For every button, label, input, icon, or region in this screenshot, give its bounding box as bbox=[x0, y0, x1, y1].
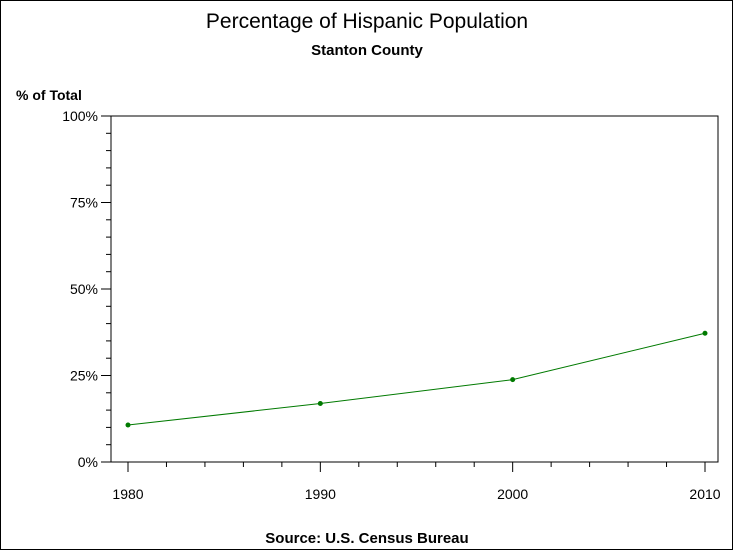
y-axis-label: % of Total bbox=[16, 87, 82, 103]
data-point bbox=[702, 330, 708, 336]
x-tick-label: 2000 bbox=[497, 486, 528, 502]
y-tick-label: 75% bbox=[70, 195, 98, 211]
x-tick-label: 2010 bbox=[689, 486, 720, 502]
series-layer bbox=[125, 330, 708, 428]
chart-title: Percentage of Hispanic Population bbox=[206, 10, 528, 33]
x-tick-label: 1980 bbox=[112, 486, 143, 502]
data-point bbox=[125, 422, 131, 428]
y-tick-label: 50% bbox=[70, 281, 98, 297]
axes: 0% 25% 50% 75% 100% 1980 1990 2000 2010 bbox=[62, 108, 721, 502]
source-note: Source: U.S. Census Bureau bbox=[265, 530, 468, 547]
series-line bbox=[127, 332, 706, 426]
plot-area bbox=[110, 115, 719, 463]
x-tick-label: 1990 bbox=[305, 486, 336, 502]
data-point bbox=[317, 401, 323, 407]
y-tick-label: 100% bbox=[62, 108, 98, 124]
y-tick-label: 25% bbox=[70, 368, 98, 384]
data-point bbox=[510, 377, 516, 383]
y-tick-label: 0% bbox=[78, 454, 98, 470]
chart-subtitle: Stanton County bbox=[311, 42, 423, 59]
